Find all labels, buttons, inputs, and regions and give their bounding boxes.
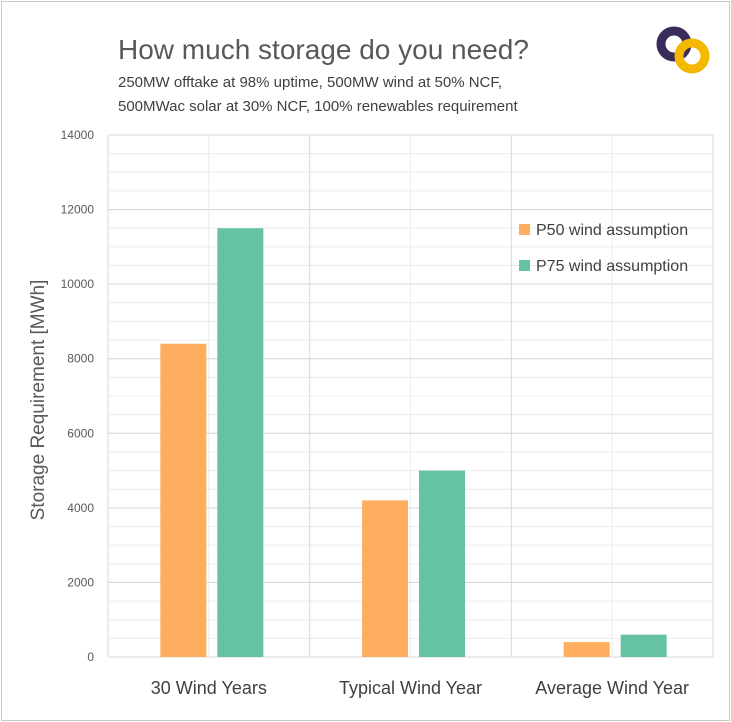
- legend: P50 wind assumption P75 wind assumption: [519, 222, 688, 275]
- bar-p75: [217, 228, 264, 657]
- logo-ring-yellow: [674, 38, 710, 74]
- legend-swatch: [519, 260, 530, 271]
- y-tick-label: 0: [87, 650, 94, 664]
- y-axis-title: Storage Requirement [MWh]: [28, 280, 49, 521]
- y-tick-label: 6000: [67, 426, 94, 440]
- x-tick-label: 30 Wind Years: [151, 678, 267, 698]
- y-tick-label: 14000: [61, 128, 95, 142]
- y-tick-label: 2000: [67, 575, 94, 589]
- y-tick-label: 10000: [61, 277, 95, 291]
- y-tick-label: 12000: [61, 203, 95, 217]
- legend-label: P50 wind assumption: [536, 222, 688, 239]
- y-axis: 0 2000 4000 6000 8000 10000 12000 14000 Storage …: [28, 128, 94, 664]
- legend-swatch: [519, 224, 530, 235]
- bars: [160, 228, 667, 657]
- bar-p75: [419, 470, 465, 657]
- bar-p50: [160, 343, 207, 657]
- y-tick-label: 4000: [67, 501, 94, 515]
- gridlines: [107, 134, 714, 658]
- chart-title: How much storage do you need?: [118, 34, 529, 65]
- x-tick-label: Average Wind Year: [535, 678, 689, 698]
- bar-p50: [563, 642, 610, 657]
- chart-subtitle-line-2: 500MWac solar at 30% NCF, 100% renewable…: [118, 98, 518, 115]
- interlocking-rings-logo: [656, 26, 710, 74]
- legend-label: P75 wind assumption: [536, 258, 688, 275]
- y-tick-label: 8000: [67, 352, 94, 366]
- bar-p50: [362, 500, 408, 657]
- x-tick-label: Typical Wind Year: [339, 678, 482, 698]
- chart-subtitle-line-1: 250MW offtake at 98% uptime, 500MW wind …: [118, 74, 503, 91]
- bar-p75: [620, 634, 667, 657]
- x-axis: 30 Wind Years Typical Wind Year Average Wi…: [151, 678, 689, 698]
